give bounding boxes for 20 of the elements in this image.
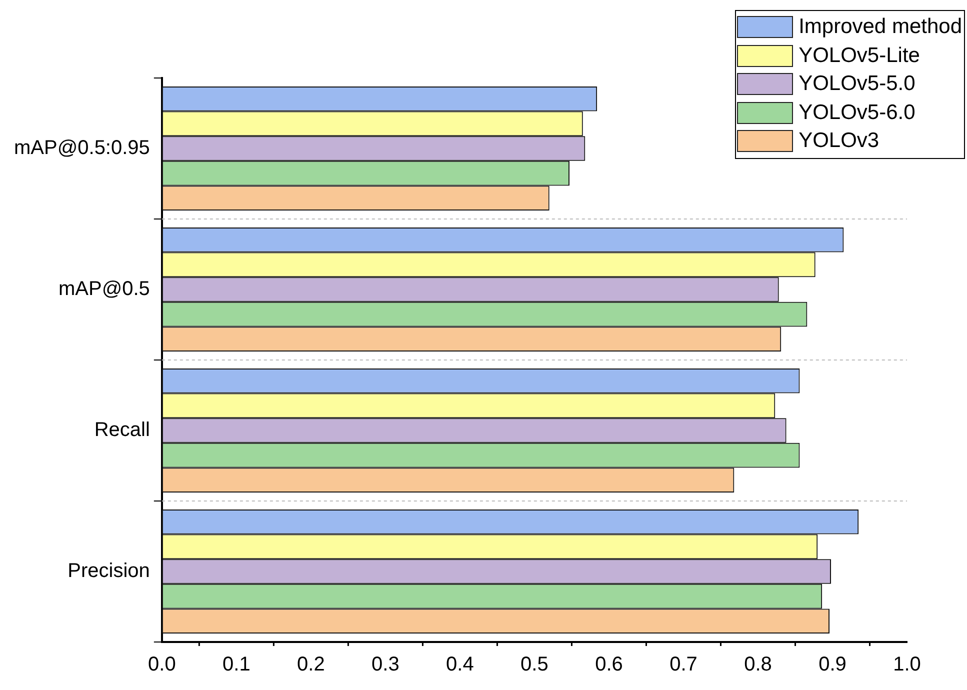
x-tick-label: 0.9 <box>818 654 846 676</box>
x-tick-label: 0.7 <box>670 654 698 676</box>
x-tick-label: 0.1 <box>222 654 250 676</box>
x-tick-label: 0.3 <box>372 654 400 676</box>
legend-label: Improved method <box>798 15 962 40</box>
y-tick-label: mAP@0.5:0.95 <box>14 137 150 160</box>
x-tick-label: 0.6 <box>595 654 623 676</box>
legend-label: YOLOv3 <box>798 129 880 154</box>
x-tick-label: 0.5 <box>520 654 548 676</box>
legend-label: YOLOv5-6.0 <box>798 100 916 125</box>
y-tick-label: mAP@0.5 <box>58 278 150 300</box>
x-tick-label: 0.8 <box>744 654 772 676</box>
x-tick-label: 0.0 <box>148 654 176 676</box>
x-tick-label: 0.4 <box>446 654 474 676</box>
legend-label: YOLOv5-Lite <box>798 44 920 68</box>
x-tick-label: 1.0 <box>893 654 921 676</box>
legend-label: YOLOv5-5.0 <box>798 72 916 96</box>
y-tick-label: Precision <box>68 560 150 582</box>
y-tick-label: Recall <box>94 419 150 442</box>
x-tick-label: 0.2 <box>297 654 325 676</box>
